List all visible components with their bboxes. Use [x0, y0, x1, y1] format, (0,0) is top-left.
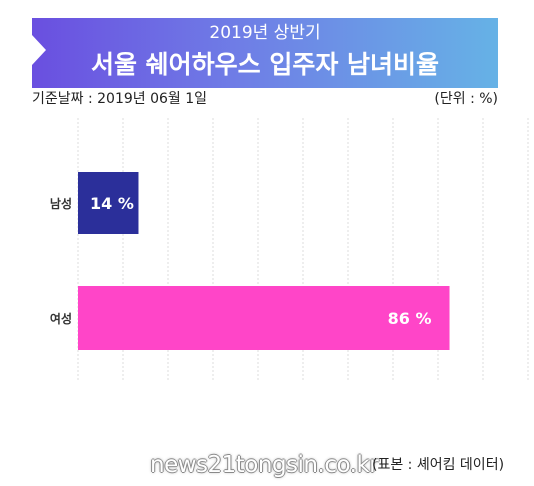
bars [78, 172, 450, 350]
category-label-0: 남성 [50, 196, 72, 211]
basis-date: 기준날짜 : 2019년 06월 1일 [32, 91, 208, 107]
bar-1 [78, 286, 450, 350]
title-banner [32, 18, 498, 88]
chart-subtitle: 2019년 상반기 [209, 23, 321, 43]
data-label-1: 86 % [388, 309, 432, 328]
labels: 남성 14 % 여성 86 % [50, 194, 432, 328]
bar-0 [78, 172, 139, 234]
source-note: (표본 : 셰어킴 데이터) [372, 457, 505, 473]
unit-label: (단위 : %) [434, 91, 498, 107]
data-label-0: 14 % [90, 194, 134, 213]
banner-notch [32, 35, 46, 65]
chart-title: 서울 쉐어하우스 입주자 남녀비율 [90, 50, 440, 79]
category-label-1: 여성 [50, 311, 72, 326]
watermark: news21tongsin.co.kr [150, 452, 379, 478]
